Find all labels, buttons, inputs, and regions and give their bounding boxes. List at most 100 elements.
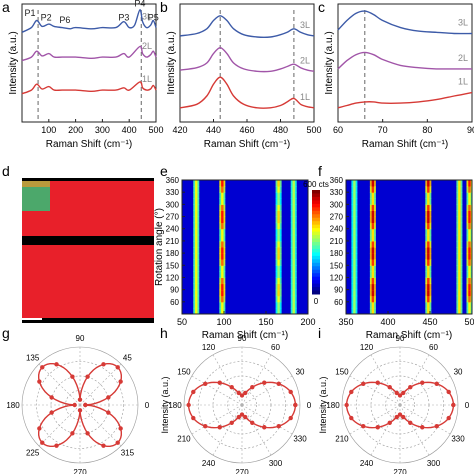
y-tick-label-f-5: 210 [330,237,344,246]
x-tick-label-e-1: 100 [216,317,231,327]
heatmap-band-core-f-2 [427,289,430,297]
colorbar-segment-3 [312,200,320,205]
plot-frame-f [345,179,473,315]
polar-data-point-h-18 [239,412,245,417]
heatmap-band-core-f-1 [371,186,375,193]
heatmap-band-core-e-1 [221,301,224,309]
x-tick-label-f-0: 350 [338,317,353,327]
polar-angle-label-g-1: 45 [123,354,132,363]
y-tick-label-e-0: 60 [170,298,179,307]
polar-ring-g-0 [65,390,95,420]
series-line-a-3L [21,9,157,33]
x-tick-label-f-1: 400 [380,317,395,327]
polar-data-point-i-2 [434,381,439,386]
heatmap-band-core-e-2 [277,295,280,303]
heatmap-band-core-f-2 [427,301,430,309]
y-tick-label-f-2: 120 [330,273,344,282]
heatmap-band-core-f-1 [371,265,375,272]
colorbar-segment-29 [312,290,320,295]
panel-label-e: e [160,163,168,179]
polar-data-point-h-1 [288,389,293,395]
heatmap-band-core-f-3 [458,265,461,272]
heatmap-band-core-e-3 [292,240,295,248]
polar-data-point-h-7 [236,390,241,396]
polar-angle-label-i-10: 300 [427,459,441,468]
heatmap-band-core-f-0 [353,240,356,248]
polar-spoke-g-1 [79,363,122,406]
heatmap-band-core-f-1 [371,228,375,236]
heatmap-band-core-e-1 [221,277,224,285]
heatmap-band-core-e-1 [221,222,224,230]
heatmap-band-core-e-2 [277,180,280,187]
polar-spoke-i-7 [349,404,401,435]
heatmap-band-core-f-1 [371,234,375,242]
heatmap-band-core-e-1 [221,234,224,242]
polar-spoke-g-7 [79,404,122,447]
heatmap-band-core-e-0 [195,283,198,291]
polar-data-point-h-3 [262,380,267,385]
polar-spoke-h-5 [191,375,243,406]
polar-data-point-h-23 [288,415,293,421]
y-tick-label-f-7: 270 [330,213,344,222]
polar-angle-label-h-10: 300 [269,459,283,468]
colorbar-segment-24 [312,273,320,278]
colorbar-segment-5 [312,207,320,212]
colorbar-segment-16 [312,245,320,250]
colorbar-max-label: 600 cts [303,180,329,189]
peak-label-a-2: P6 [59,15,70,25]
polar-spoke-i-1 [399,375,451,406]
heatmap-band-core-e-3 [292,222,295,230]
polar-angle-label-h-3: 90 [238,334,247,343]
colorbar-segment-2 [312,196,320,201]
polar-angle-label-i-1: 30 [454,368,463,377]
polar-angle-label-i-5: 150 [335,368,349,377]
colorbar-segment-21 [312,262,320,267]
heatmap-band-core-f-2 [427,192,430,199]
colorbar-segment-4 [312,203,320,208]
heatmap-band-core-f-4 [468,265,471,272]
polar-data-point-g-5 [85,374,90,379]
polar-angle-label-g-5: 225 [26,448,40,457]
heatmap-band-core-f-4 [468,180,471,187]
polar-angle-label-g-2: 90 [76,334,85,343]
heatmap-band-core-e-3 [292,277,295,285]
heatmap-band-core-f-1 [371,247,375,254]
x-tick-label-f-3: 500 [464,317,474,327]
colorbar-segment-23 [312,269,320,274]
heatmap-band-core-f-2 [427,295,430,303]
plot-frame-c [337,3,473,123]
y-tick-label-f-0: 60 [334,298,343,307]
polar-data-point-i-11 [349,389,354,395]
colorbar-segment-19 [312,255,320,260]
heatmap-band-core-f-2 [427,186,430,193]
scale-bar [22,318,42,320]
heatmap-band-core-e-1 [221,198,224,205]
heatmap-band-core-e-1 [221,271,224,278]
polar-angle-label-h-4: 120 [202,343,216,352]
polar-angle-label-g-3: 135 [26,354,40,363]
panel-label-a: a [2,0,10,15]
polar-angle-label-i-11: 330 [451,435,465,444]
heatmap-band-core-e-0 [195,301,198,309]
heatmap-band-core-f-0 [353,301,356,309]
heatmap-band-core-f-2 [427,222,430,230]
heatmap-band-core-e-2 [277,271,280,278]
polar-data-point-g-10 [37,379,42,384]
heatmap-band-core-e-1 [221,247,224,254]
heatmap-band-core-f-0 [353,180,356,187]
series-line-c-2L [337,51,472,70]
heatmap-band-core-e-0 [195,240,198,248]
polar-spoke-h-4 [212,354,243,406]
polar-data-point-i-16 [387,420,392,425]
heatmap-band-core-f-2 [427,277,430,285]
peak-label-a-0: P1 [25,8,36,18]
flake-region-bottom [22,245,154,318]
heatmap-band-core-f-0 [353,283,356,291]
polar-data-point-g-6 [77,397,83,402]
colorbar-min-label: 0 [314,297,319,306]
heatmap-band-core-e-0 [195,307,198,315]
heatmap-band-core-e-3 [292,204,295,211]
polar-angle-label-i-7: 210 [335,435,349,444]
polar-data-point-i-7 [394,390,399,396]
heatmap-band-core-f-2 [427,283,430,291]
